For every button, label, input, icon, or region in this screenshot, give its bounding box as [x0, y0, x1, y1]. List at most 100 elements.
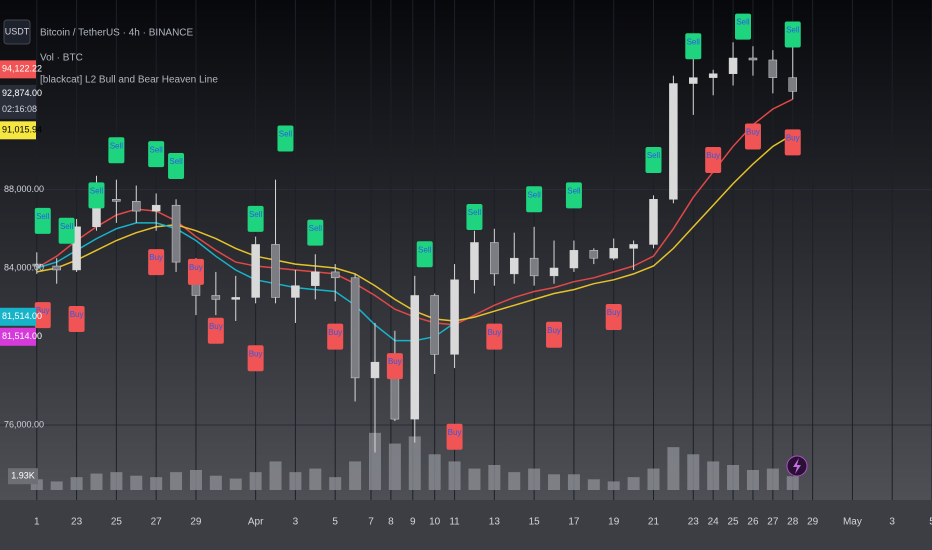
signal-label: Buy — [487, 328, 501, 337]
candle-body — [211, 295, 221, 300]
price-tag — [0, 60, 36, 79]
volume-bar — [468, 468, 481, 490]
volume-bar — [50, 481, 63, 490]
x-tick-label: 17 — [568, 517, 580, 528]
candle-body — [450, 279, 459, 355]
candle-body — [52, 265, 61, 271]
signal-box — [605, 304, 622, 331]
signal-label: Buy — [36, 306, 50, 315]
y-tick-label: 84,000.00 — [4, 262, 44, 272]
price-tag-label: 92,874.00 — [2, 88, 42, 98]
candle-body — [748, 57, 758, 61]
signal-box — [685, 33, 702, 60]
candle-body — [549, 267, 559, 277]
signal-label: Sell — [468, 208, 482, 217]
volume-bar — [150, 477, 163, 490]
signal-label: Sell — [647, 151, 661, 160]
price-tags: 1.93K 94,122.22 92,874.00 02:16:08 91,015.94… — [0, 60, 42, 485]
signal-box — [34, 302, 51, 329]
signal-box — [386, 353, 403, 380]
signal-box — [705, 147, 722, 174]
signal-box — [446, 423, 463, 450]
volume-bar — [667, 447, 680, 490]
x-tick-label: May — [843, 517, 862, 528]
candle-body — [649, 199, 658, 245]
x-tick-label: 24 — [708, 517, 720, 528]
price-tag — [0, 84, 36, 119]
candle-body — [370, 361, 380, 379]
volume-bar — [90, 473, 103, 490]
signal-label: Sell — [736, 18, 750, 27]
signal-label: Sell — [418, 245, 432, 254]
price-tag-label: 81,514.00 — [2, 311, 42, 321]
volume-bar — [587, 479, 600, 490]
signal-label: Sell — [687, 37, 701, 46]
signal-label: Buy — [547, 326, 561, 335]
candle-body — [271, 244, 280, 298]
price-tag-label: 94,122.22 — [2, 64, 42, 74]
x-tick-label: 29 — [190, 517, 202, 528]
signal-label: Buy — [189, 263, 203, 272]
volume-bar — [647, 468, 660, 490]
candle-body — [32, 263, 42, 267]
volume-bar — [548, 474, 561, 490]
volume-bar — [269, 461, 282, 490]
volume-bar — [508, 472, 521, 490]
volume-bar — [567, 474, 580, 490]
candle-body — [470, 242, 479, 281]
signal-box — [466, 203, 483, 230]
signal-box — [486, 323, 503, 350]
price-tag-label: 91,015.94 — [2, 125, 42, 135]
signal-box — [187, 258, 204, 285]
signal-box — [168, 152, 185, 179]
volume-bar — [170, 472, 183, 490]
volume-bar — [388, 443, 401, 490]
signal-label: Buy — [448, 428, 462, 437]
signal-box — [277, 125, 294, 152]
x-tick-label: 3 — [889, 517, 895, 528]
legend-volume: Vol · BTC — [40, 53, 83, 64]
x-tick-label: 13 — [489, 517, 501, 528]
signal-box — [744, 123, 761, 150]
volume-tag-label: 1.93K — [11, 471, 35, 481]
x-tick-label: 25 — [728, 517, 740, 528]
candle-body — [430, 295, 439, 355]
volume-bar — [627, 477, 640, 490]
signal-box — [307, 219, 324, 246]
candle-body — [72, 226, 81, 271]
signal-label: Sell — [527, 190, 541, 199]
x-tick-label: 21 — [648, 517, 660, 528]
volume-bar — [368, 432, 381, 490]
x-tick-label: Apr — [248, 517, 264, 528]
x-tick-label: 9 — [410, 517, 416, 528]
x-axis-bar — [0, 500, 932, 550]
signal-box — [565, 182, 582, 209]
candle-body — [311, 271, 320, 286]
x-tick-label: 1 — [34, 517, 40, 528]
candle-body — [788, 77, 797, 92]
x-tick-label: 23 — [71, 517, 83, 528]
volume-bar — [707, 461, 720, 490]
x-tick-label: 7 — [368, 517, 374, 528]
signals: Sell Sell Sell Sell Sell Sell Sell Sell Sell Sell… — [34, 13, 801, 450]
y-tick-label: 88,000.00 — [4, 184, 44, 194]
axis-labels: 76,000.00 84,000.00 88,000.00 1 23 25 27 29 Apr 3… — [4, 184, 932, 528]
signal-box — [247, 205, 264, 232]
legend-indicator: [blackcat] L2 Bull and Bear Heaven Line — [40, 75, 218, 86]
symbol-button[interactable] — [3, 19, 31, 45]
candle-body — [609, 248, 618, 259]
x-tick-label: 19 — [608, 517, 620, 528]
signal-box — [526, 186, 543, 213]
candle-body — [669, 83, 678, 200]
signal-label: Buy — [249, 349, 263, 358]
volume-bar — [309, 468, 322, 490]
x-tick-label: 8 — [388, 517, 394, 528]
volume-tag — [8, 468, 38, 485]
signal-label: Sell — [249, 210, 263, 219]
volume-bar — [727, 465, 740, 490]
x-tick-label: 15 — [529, 517, 541, 528]
x-tick-label: 27 — [767, 517, 779, 528]
candle-body — [629, 244, 638, 249]
signal-box — [735, 13, 752, 40]
volume-bar — [687, 454, 700, 490]
